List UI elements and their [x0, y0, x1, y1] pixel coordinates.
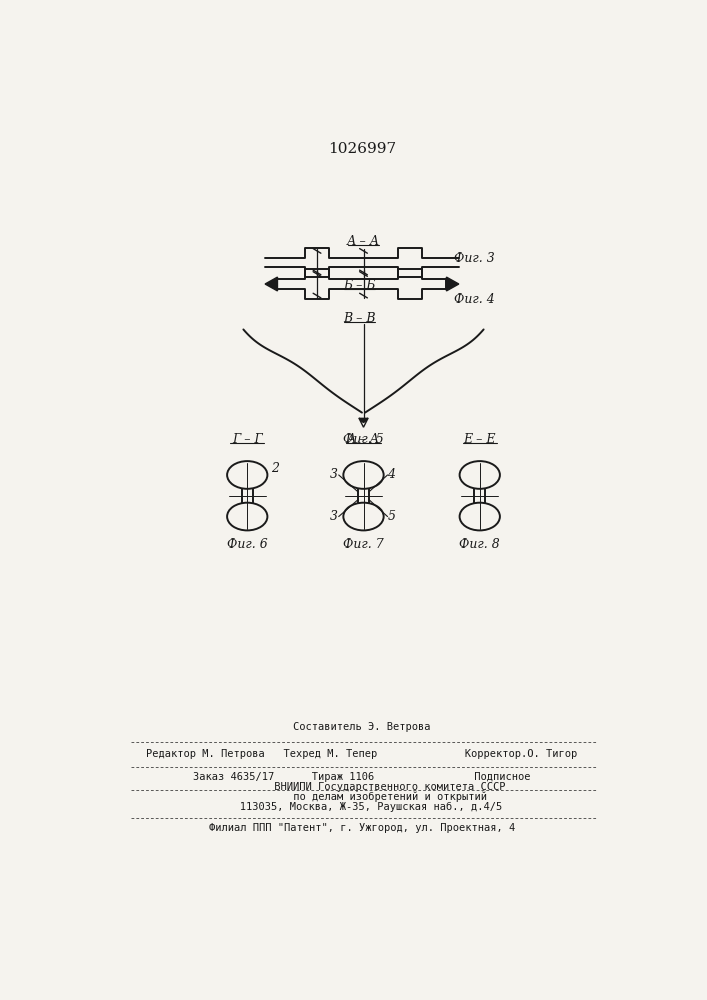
Text: В – В: В – В	[344, 312, 376, 325]
Text: 1026997: 1026997	[328, 142, 396, 156]
Text: 5: 5	[387, 510, 395, 523]
Text: А – А: А – А	[347, 235, 380, 248]
Text: Фиг. 7: Фиг. 7	[343, 538, 384, 551]
Text: Г – Г: Г – Г	[232, 433, 262, 446]
Text: 3: 3	[330, 468, 338, 481]
Text: Филиал ППП "Патент", г. Ужгород, ул. Проектная, 4: Филиал ППП "Патент", г. Ужгород, ул. Про…	[209, 823, 515, 833]
Text: ВНИИПИ Государственного комитета СССР: ВНИИПИ Государственного комитета СССР	[218, 782, 506, 792]
Text: Фиг. 3: Фиг. 3	[454, 252, 495, 265]
Text: Фиг. 5: Фиг. 5	[343, 433, 384, 446]
Text: 2: 2	[271, 462, 279, 475]
Text: Фиг. 6: Фиг. 6	[227, 538, 268, 551]
Text: Б – Б: Б – Б	[344, 279, 376, 292]
Text: Редактор М. Петрова   Техред М. Тепер              Корректор.О. Тигор: Редактор М. Петрова Техред М. Тепер Корр…	[146, 749, 578, 759]
Text: 113035, Москва, Ж-35, Раушская наб., д.4/5: 113035, Москва, Ж-35, Раушская наб., д.4…	[221, 802, 503, 812]
Text: Заказ 4635/17      Тираж 1106                Подписное: Заказ 4635/17 Тираж 1106 Подписное	[193, 772, 531, 782]
Text: 3: 3	[330, 510, 338, 523]
Text: 4: 4	[387, 468, 395, 481]
Text: Е – Е: Е – Е	[464, 433, 496, 446]
Text: А – А: А – А	[347, 433, 380, 446]
Text: Составитель Э. Ветрова: Составитель Э. Ветрова	[293, 722, 431, 732]
Polygon shape	[446, 277, 459, 291]
Polygon shape	[265, 277, 277, 291]
Polygon shape	[359, 418, 368, 423]
Text: Фиг. 4: Фиг. 4	[454, 293, 495, 306]
Text: по делам изобретений и открытий: по делам изобретений и открытий	[237, 792, 487, 802]
Text: Фиг. 8: Фиг. 8	[460, 538, 500, 551]
